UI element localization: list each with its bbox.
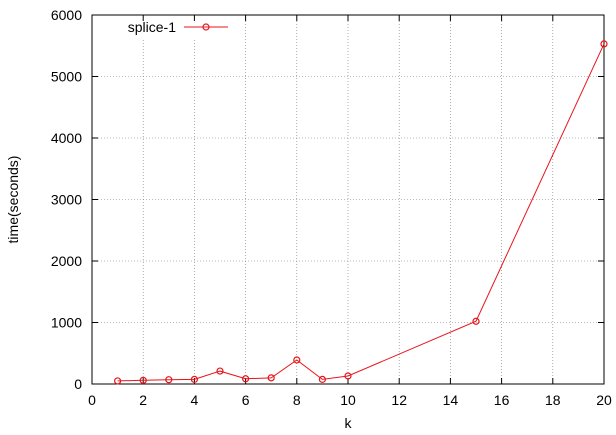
x-tick-label: 12: [391, 392, 407, 408]
legend-label-splice-1: splice-1: [128, 19, 176, 35]
legend: splice-1: [128, 19, 228, 35]
grid: [92, 15, 604, 384]
data-point: [293, 356, 301, 364]
data-point: [344, 372, 352, 380]
y-tick-label: 4000: [51, 130, 82, 146]
series-line-splice-1: [117, 43, 605, 382]
y-tick-label: 0: [74, 376, 82, 392]
x-axis-title: k: [345, 415, 353, 431]
y-tick-labels: 0 1000 2000 3000 4000 5000 6000: [51, 7, 82, 392]
y-tick-label: 3000: [51, 192, 82, 208]
data-point: [113, 377, 122, 385]
data-point: [472, 317, 480, 325]
y-tick-label: 2000: [51, 253, 82, 269]
series-layer: [113, 40, 608, 385]
data-point: [318, 375, 326, 383]
x-tick-label: 2: [139, 392, 147, 408]
x-tick-labels: 0 2 4 6 8 10 12 14 16 18 20: [88, 392, 612, 408]
x-tick-label: 14: [443, 392, 459, 408]
x-tick-label: 0: [88, 392, 96, 408]
data-point: [190, 375, 198, 383]
x-tick-label: 16: [494, 392, 510, 408]
y-axis-title: time(seconds): [5, 156, 21, 244]
y-tick-label: 5000: [51, 69, 82, 85]
y-tick-label: 6000: [51, 7, 82, 23]
data-point: [165, 376, 173, 384]
y-tick-label: 1000: [51, 315, 82, 331]
data-point: [139, 376, 147, 384]
x-tick-label: 6: [242, 392, 250, 408]
x-tick-label: 18: [545, 392, 561, 408]
x-tick-label: 10: [340, 392, 356, 408]
data-point: [600, 40, 608, 48]
x-tick-label: 20: [596, 392, 612, 408]
data-point: [216, 367, 224, 375]
legend-marker-splice-1: [202, 23, 210, 31]
data-point: [267, 374, 275, 382]
x-tick-label: 8: [293, 392, 301, 408]
x-tick-label: 4: [191, 392, 199, 408]
data-point: [242, 375, 250, 383]
